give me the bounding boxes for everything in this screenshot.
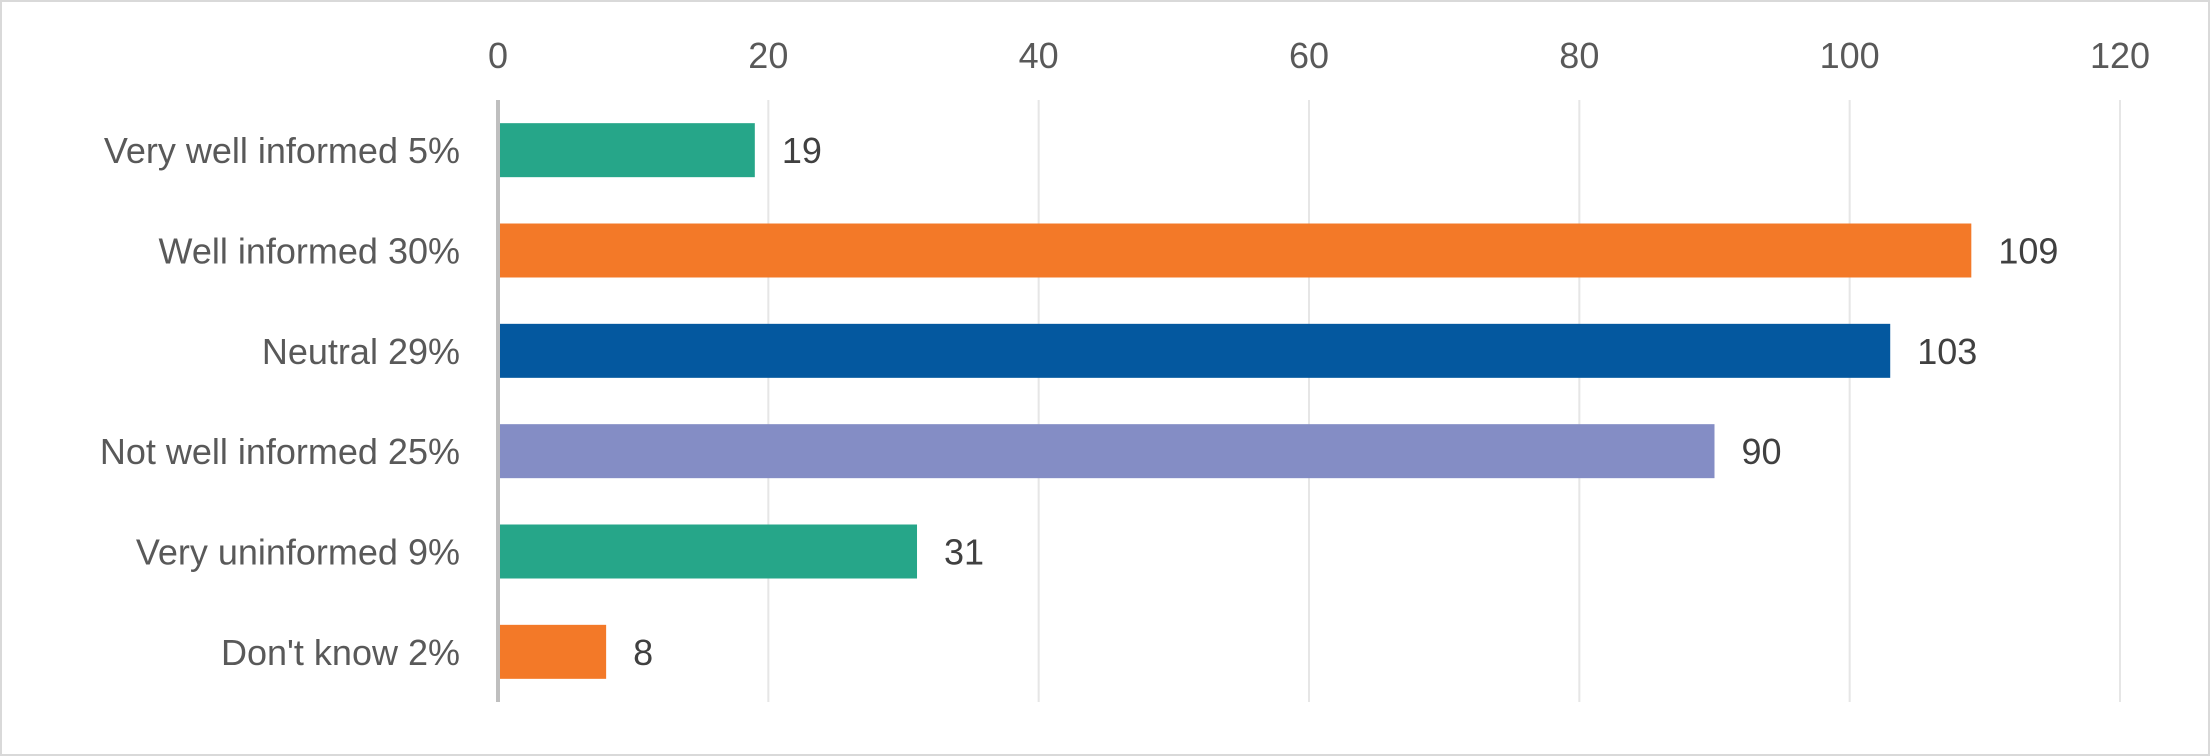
bar	[500, 424, 1715, 479]
bar	[500, 123, 755, 178]
bar	[500, 323, 1891, 378]
x-tick-label: 80	[1559, 35, 1599, 76]
data-label: 19	[782, 130, 822, 171]
category-label: Don't know 2%	[221, 632, 460, 673]
x-tick-label: 120	[2090, 35, 2150, 76]
bar	[500, 524, 918, 579]
bar	[500, 624, 607, 679]
data-label: 103	[1917, 331, 1977, 372]
category-label: Neutral 29%	[262, 331, 460, 372]
data-labels: 19 109 103 90 31 8	[633, 130, 2058, 673]
category-label: Very well informed 5%	[104, 130, 460, 171]
x-axis-tick-labels: 0 20 40 60 80 100 120	[488, 35, 2150, 76]
x-tick-label: 0	[488, 35, 508, 76]
data-label: 109	[1998, 231, 2058, 272]
x-tick-label: 100	[1820, 35, 1880, 76]
x-tick-label: 20	[748, 35, 788, 76]
data-label: 8	[633, 632, 653, 673]
category-label: Not well informed 25%	[100, 431, 460, 472]
data-label: 31	[944, 532, 984, 573]
category-labels: Very well informed 5% Well informed 30% Ne…	[100, 130, 460, 673]
gridlines	[767, 100, 2121, 702]
data-label: 90	[1742, 431, 1782, 472]
category-label: Well informed 30%	[159, 231, 460, 272]
bar	[500, 223, 1972, 278]
x-tick-label: 40	[1019, 35, 1059, 76]
bars	[500, 123, 1972, 679]
category-label: Very uninformed 9%	[136, 532, 460, 573]
x-tick-label: 60	[1289, 35, 1329, 76]
